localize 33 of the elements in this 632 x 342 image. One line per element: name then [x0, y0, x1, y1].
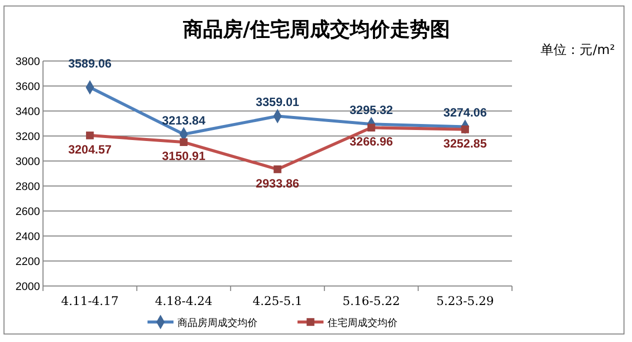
data-label: 3359.01 — [256, 95, 300, 110]
data-label: 2933.86 — [256, 176, 300, 190]
legend-label: 住宅周成交均价 — [328, 317, 398, 329]
y-tick-label: 2400 — [16, 231, 40, 243]
y-tick-label: 2200 — [16, 256, 40, 268]
y-tick-label: 2600 — [16, 206, 40, 218]
data-label: 3266.96 — [350, 134, 394, 149]
y-tick-label: 3600 — [16, 81, 40, 93]
point — [86, 132, 94, 140]
data-label: 3150.91 — [162, 149, 206, 164]
y-tick-label: 3400 — [16, 106, 40, 118]
y-tick-label: 2000 — [16, 281, 40, 293]
data-label: 3589.06 — [68, 56, 112, 70]
data-label: 3274.06 — [443, 106, 488, 120]
y-tick-label: 3800 — [16, 56, 40, 68]
point — [180, 138, 188, 146]
chart-title: 商品房/住宅周成交均价走势图 — [182, 17, 450, 41]
x-tick-label: 5.16-5.22 — [342, 294, 400, 308]
point — [367, 124, 376, 132]
data-label: 3204.57 — [68, 142, 112, 156]
point — [274, 165, 282, 174]
y-tick-label: 3000 — [16, 156, 40, 168]
x-tick-label: 4.18-4.24 — [154, 294, 213, 308]
text: 单位：元/m² — [540, 43, 615, 58]
x-tick-label: 4.11-4.17 — [61, 294, 119, 308]
legend-label: 商品房周成交均价 — [178, 317, 258, 329]
data-label: 3295.32 — [350, 103, 394, 118]
x-tick-label: 4.25-5.1 — [252, 294, 302, 308]
data-label: 3252.85 — [443, 136, 488, 150]
x-tick-label: 5.23-5.29 — [436, 294, 494, 308]
y-tick-label: 3200 — [16, 131, 40, 143]
y-tick-label: 2800 — [16, 181, 40, 193]
data-label: 3213.84 — [162, 113, 206, 128]
